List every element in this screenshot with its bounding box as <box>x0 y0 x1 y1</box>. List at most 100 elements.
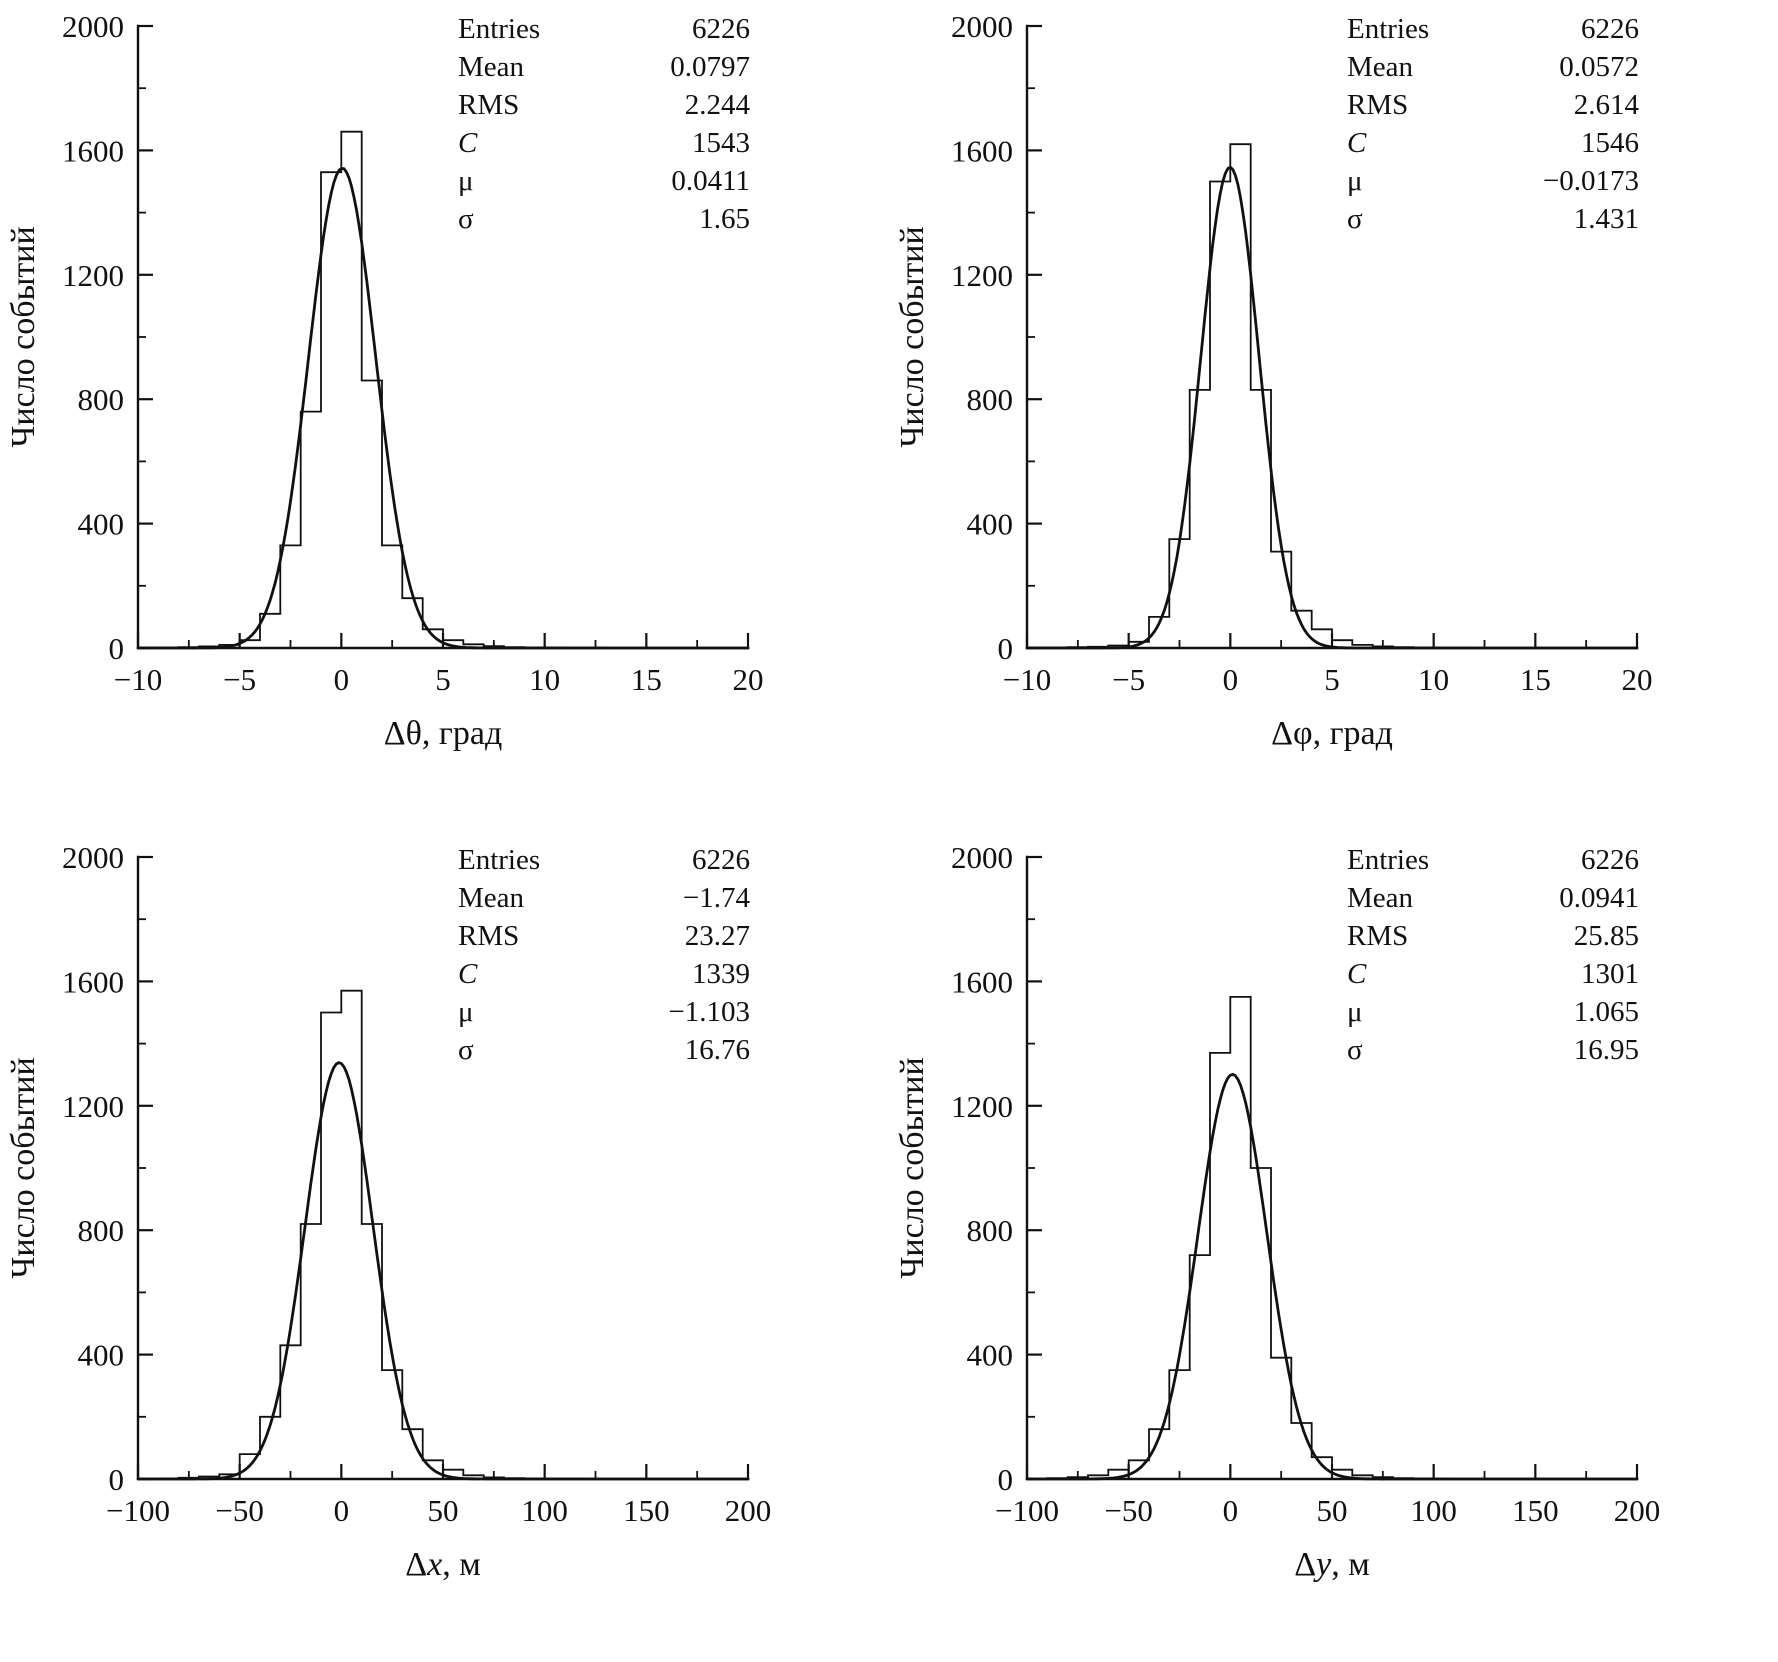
fit-curve <box>1025 165 1639 650</box>
stats-row-mean: Mean 0.0572 <box>1347 48 1639 86</box>
y-tick-label: 800 <box>967 1213 1014 1248</box>
stat-value: 16.95 <box>1573 1034 1639 1066</box>
delta-theta-histogram-plot: −10 −5 0 5 10 15 20 0 400 800 1200 1600 2000 Число со… <box>5 9 764 752</box>
y-tick-label: 400 <box>78 1338 125 1373</box>
x-tick-label: 0 <box>1223 662 1239 697</box>
x-tick-label: 0 <box>1223 1493 1239 1528</box>
x-label-variable: θ <box>406 715 422 752</box>
stat-label: Mean <box>458 51 525 83</box>
stat-value: 0.0797 <box>670 51 750 83</box>
y-axis-label: Число событий <box>894 226 931 447</box>
stats-row-c: C 1546 <box>1347 124 1639 162</box>
x-tick-label: 20 <box>733 662 764 697</box>
y-tick-label: 800 <box>967 382 1014 417</box>
stats-row-sigma: σ 16.95 <box>1347 1031 1639 1069</box>
stats-row-rms: RMS 2.614 <box>1347 86 1639 124</box>
x-tick-label: 0 <box>334 662 350 697</box>
stat-value: 25.85 <box>1573 920 1639 952</box>
stat-value: −1.103 <box>668 996 750 1028</box>
x-axis-label: Δx, м <box>405 1546 480 1583</box>
y-tick-label: 400 <box>78 507 125 542</box>
x-tick-label: −100 <box>106 1493 170 1528</box>
y-tick-label: 1600 <box>62 133 124 168</box>
x-tick-label: 50 <box>1317 1493 1348 1528</box>
x-tick-label: −50 <box>1104 1493 1152 1528</box>
stat-value: 1.431 <box>1573 203 1639 235</box>
y-tick-label: 800 <box>78 1213 125 1248</box>
fit-curve <box>1025 1072 1639 1481</box>
stat-label: Entries <box>1347 13 1430 45</box>
stat-value: 1.65 <box>699 203 750 235</box>
stats-row-mean: Mean −1.74 <box>458 879 750 917</box>
y-axis-label: Число событий <box>5 1057 42 1278</box>
stat-label: σ <box>1347 1034 1363 1066</box>
x-label-suffix: , град <box>1313 715 1393 752</box>
stat-label: Entries <box>458 844 541 876</box>
stat-label: C <box>458 958 478 990</box>
panel-delta-phi: −10 −5 0 5 10 15 20 0 400 800 1200 1600 2000 Число со… <box>889 0 1778 831</box>
stat-value: 6226 <box>1581 844 1639 876</box>
stats-row-mean: Mean 0.0797 <box>458 48 750 86</box>
stat-label: C <box>1347 127 1367 159</box>
stats-row-mu: μ 0.0411 <box>458 162 750 200</box>
stat-value: 1546 <box>1581 127 1639 159</box>
x-tick-label: −10 <box>114 662 162 697</box>
y-tick-label: 1200 <box>62 258 124 293</box>
stats-box: Entries 6226 Mean 0.0797 RMS 2.244 C 1543 μ 0… <box>458 10 750 238</box>
y-tick-label: 2000 <box>951 840 1013 875</box>
stat-value: 1339 <box>692 958 750 990</box>
stats-row-mu: μ −0.0173 <box>1347 162 1639 200</box>
y-tick-label: 1600 <box>951 133 1013 168</box>
stat-value: 2.244 <box>684 89 750 121</box>
y-tick-label: 2000 <box>62 9 124 44</box>
stat-label: μ <box>1347 165 1363 197</box>
x-tick-label: 150 <box>623 1493 670 1528</box>
stat-label: Mean <box>1347 51 1414 83</box>
x-label-prefix: Δ <box>405 1546 427 1583</box>
stat-label: RMS <box>1347 920 1409 952</box>
stat-value: −0.0173 <box>1542 165 1639 197</box>
stats-row-mu: μ −1.103 <box>458 993 750 1031</box>
stat-value: 6226 <box>692 13 750 45</box>
y-axis-label: Число событий <box>894 1057 931 1278</box>
y-tick-label: 1600 <box>951 964 1013 999</box>
panel-delta-x: −100 −50 0 50 100 150 200 0 400 800 1200 1600 2000 Чи… <box>0 831 889 1662</box>
y-tick-label: 400 <box>967 507 1014 542</box>
panel-delta-theta: −10 −5 0 5 10 15 20 0 400 800 1200 1600 2000 Число со… <box>0 0 889 831</box>
stat-label: μ <box>1347 996 1363 1028</box>
stats-box: Entries 6226 Mean 0.0572 RMS 2.614 C 1546 μ −… <box>1347 10 1639 238</box>
delta-x-histogram-plot: −100 −50 0 50 100 150 2000400800120016002000Чи… <box>5 840 772 1583</box>
stat-label: RMS <box>1347 89 1409 121</box>
x-label-suffix: , град <box>422 715 502 752</box>
x-tick-label: 50 <box>428 1493 459 1528</box>
x-tick-label: 5 <box>1324 662 1340 697</box>
stat-label: σ <box>458 1034 474 1066</box>
x-tick-label: 100 <box>1410 1493 1457 1528</box>
x-tick-label: −5 <box>223 662 256 697</box>
fit-curve <box>136 1061 750 1481</box>
x-tick-label: 0 <box>334 1493 350 1528</box>
stat-label: σ <box>458 203 474 235</box>
stat-label: Entries <box>458 13 541 45</box>
delta-y-histogram-plot: −100 −50 0 50 100 150 2000400800120016002000Чи… <box>894 840 1660 1583</box>
stat-value: 1.065 <box>1573 996 1639 1028</box>
x-tick-label: 200 <box>725 1493 772 1528</box>
stat-value: 2.614 <box>1573 89 1639 121</box>
x-label-variable: x <box>426 1546 442 1583</box>
x-tick-label: 5 <box>435 662 451 697</box>
stats-row-rms: RMS 2.244 <box>458 86 750 124</box>
y-tick-label: 0 <box>109 1462 125 1497</box>
x-axis-label: Δy, м <box>1294 1546 1369 1583</box>
x-tick-label: 15 <box>1520 662 1551 697</box>
delta-phi-histogram-plot: −10 −5 0 5 10 15 20 0 400 800 1200 1600 2000 Число со… <box>894 9 1653 752</box>
stat-label: μ <box>458 996 474 1028</box>
stat-value: 6226 <box>692 844 750 876</box>
stat-value: 0.0572 <box>1559 51 1639 83</box>
stats-row-entries: Entries 6226 <box>1347 10 1639 48</box>
stat-value: 0.0411 <box>671 165 750 197</box>
x-tick-label: 10 <box>1418 662 1449 697</box>
fit-curve <box>136 166 750 650</box>
stat-value: 23.27 <box>684 920 750 952</box>
x-tick-label: −100 <box>995 1493 1059 1528</box>
stat-label: C <box>458 127 478 159</box>
